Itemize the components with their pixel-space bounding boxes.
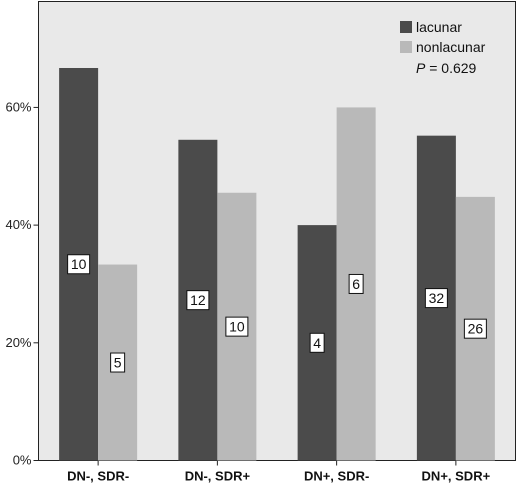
data-label-box <box>67 254 91 275</box>
data-label: 26 <box>468 321 484 337</box>
x-axis: DN-, SDR- DN-, SDR+ DN+, SDR- DN+, SDR+ <box>67 460 491 484</box>
data-label-box <box>186 290 210 311</box>
legend-swatch-lacunar <box>400 21 412 33</box>
bars <box>59 67 495 461</box>
data-label: 5 <box>114 355 122 371</box>
x-category-label: DN-, SDR+ <box>185 469 251 484</box>
y-tick-label: 60% <box>5 99 31 114</box>
y-tick-label: 0% <box>13 453 32 468</box>
legend-swatch-nonlacunar <box>400 41 412 53</box>
data-label: 12 <box>190 292 206 308</box>
data-label: 10 <box>71 256 87 272</box>
data-label-box <box>225 316 249 337</box>
y-tick-label: 20% <box>5 335 31 350</box>
data-label: 6 <box>352 276 360 292</box>
x-category-label: DN-, SDR- <box>67 469 129 484</box>
data-label-box <box>309 332 325 353</box>
y-axis: 0% 20% 40% 60% <box>5 99 39 468</box>
legend: lacunar nonlacunar P = 0.629 <box>400 19 486 76</box>
data-label: 10 <box>229 319 245 335</box>
data-label: 4 <box>313 335 321 351</box>
y-tick-label: 40% <box>5 217 31 232</box>
x-category-label: DN+, SDR+ <box>422 469 491 484</box>
data-label-box <box>110 352 126 373</box>
data-label: 32 <box>429 290 445 306</box>
data-label-box <box>348 273 364 294</box>
p-value-text: = 0.629 <box>425 60 476 76</box>
data-label-box <box>463 318 487 339</box>
bar-labels: 10 5 12 10 4 6 32 26 <box>67 254 487 373</box>
x-category-label: DN+, SDR- <box>304 469 369 484</box>
data-label-box <box>424 288 448 309</box>
legend-label-nonlacunar: nonlacunar <box>416 39 486 55</box>
p-value-annotation: P = 0.629 <box>416 60 477 76</box>
legend-label-lacunar: lacunar <box>416 19 462 35</box>
p-value-symbol: P <box>416 60 426 76</box>
